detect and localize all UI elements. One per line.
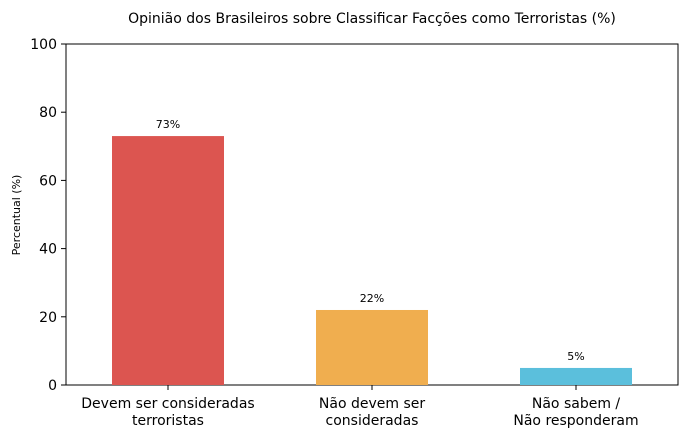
bar bbox=[112, 136, 224, 385]
x-tick-label: Devem ser consideradas bbox=[81, 396, 254, 412]
x-tick-label: Não devem ser bbox=[319, 396, 425, 412]
y-tick-label: 0 bbox=[48, 378, 57, 394]
x-tick-label: terroristas bbox=[132, 413, 204, 429]
bar bbox=[520, 367, 632, 385]
chart-title: Opinião dos Brasileiros sobre Classifica… bbox=[128, 11, 616, 27]
bar bbox=[316, 309, 428, 385]
y-tick-label: 20 bbox=[39, 310, 57, 326]
y-tick-label: 80 bbox=[39, 105, 57, 121]
y-tick-label: 40 bbox=[39, 242, 57, 258]
data-label: 22% bbox=[360, 292, 384, 305]
x-tick-label: Não sabem / bbox=[532, 396, 621, 412]
y-tick-label: 100 bbox=[30, 37, 57, 53]
data-label: 73% bbox=[156, 118, 180, 131]
x-tick-label: consideradas bbox=[326, 413, 419, 429]
y-tick-label: 60 bbox=[39, 173, 57, 189]
data-label: 5% bbox=[567, 350, 584, 363]
plot-area: 0 20 40 60 80 100 73% Devem ser consideradaster… bbox=[30, 37, 679, 429]
x-tick-label: Não responderam bbox=[513, 413, 638, 429]
y-axis-label: Percentual (%) bbox=[10, 175, 23, 256]
